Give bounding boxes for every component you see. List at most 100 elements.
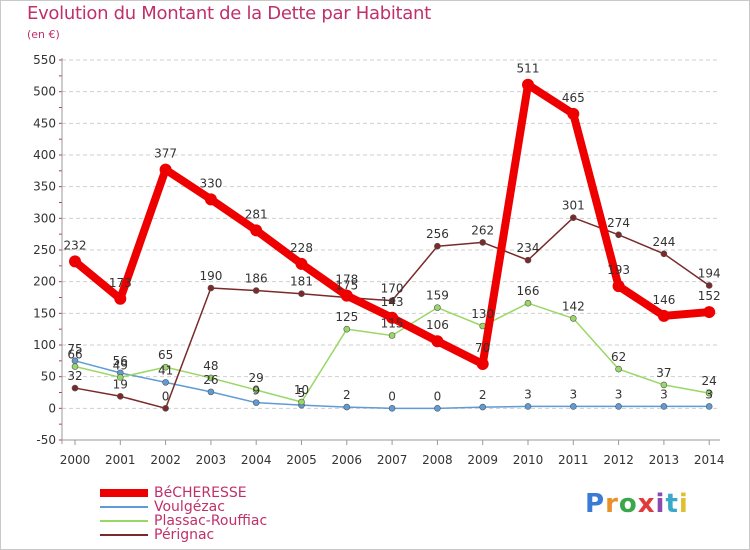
data-point-voulgezac (388, 405, 396, 412)
x-tick-label: 2011 (558, 453, 589, 467)
data-point-perignac (660, 250, 668, 258)
data-labels: 2321733773302812281781431067051146519314… (64, 62, 721, 404)
y-tick-label: 250 (33, 243, 56, 257)
data-point-voulgezac (252, 399, 260, 406)
y-tick-label: 150 (33, 306, 56, 320)
data-label-becheresse: 193 (607, 263, 630, 277)
data-label-plassac-rouffiac: 115 (381, 317, 404, 331)
data-point-voulgezac (615, 403, 622, 410)
data-label-becheresse: 146 (652, 293, 675, 307)
data-point-perignac (479, 239, 487, 246)
data-label-perignac: 181 (290, 275, 313, 289)
y-tick-label: 300 (33, 211, 56, 225)
legend-label-becheresse: BéCHERESSE (154, 485, 247, 501)
data-point-perignac (388, 297, 396, 304)
data-label-voulgezac: 75 (67, 342, 82, 356)
data-label-becheresse: 70 (475, 341, 490, 355)
data-label-voulgezac: 3 (660, 387, 668, 401)
data-point-becheresse (340, 289, 353, 302)
data-point-plassac-rouffiac (434, 304, 441, 311)
data-point-voulgezac (162, 379, 169, 386)
data-point-perignac (569, 214, 577, 221)
data-label-becheresse: 281 (245, 207, 268, 221)
data-point-perignac (252, 287, 260, 294)
logo-letter: x (637, 489, 656, 519)
data-label-perignac: 175 (335, 279, 358, 293)
data-label-becheresse: 228 (290, 241, 313, 255)
data-label-voulgezac: 56 (113, 354, 128, 368)
legend-label-perignac: Pérignac (154, 527, 215, 543)
data-label-perignac: 19 (113, 377, 128, 391)
x-tick-label: 2002 (150, 453, 181, 467)
data-point-plassac-rouffiac (388, 332, 396, 339)
logo-letter: o (618, 489, 638, 519)
data-label-becheresse: 465 (562, 91, 585, 105)
data-label-becheresse: 377 (154, 147, 177, 161)
y-tick-label: 200 (33, 275, 56, 289)
chart-subtitle: (en €) (27, 28, 60, 41)
legend-label-plassac-rouffiac: Plassac-Rouffiac (154, 513, 268, 529)
data-label-becheresse: 178 (335, 273, 358, 287)
y-tick-label: 400 (33, 148, 56, 162)
data-label-becheresse: 152 (698, 289, 721, 303)
x-tick-label: 2013 (649, 453, 680, 467)
data-point-perignac (207, 284, 215, 292)
y-tick-label: -50 (36, 433, 56, 447)
data-point-voulgezac (569, 403, 577, 410)
data-label-voulgezac: 0 (388, 389, 396, 403)
x-tick-label: 2009 (467, 453, 498, 467)
data-label-plassac-rouffiac: 62 (611, 350, 626, 364)
x-tick-label: 2000 (60, 453, 91, 467)
data-label-perignac: 301 (562, 199, 585, 213)
data-label-voulgezac: 3 (615, 387, 623, 401)
data-label-voulgezac: 3 (524, 387, 532, 401)
y-tick-label: 100 (33, 338, 56, 352)
data-label-plassac-rouffiac: 49 (113, 358, 128, 372)
data-label-perignac: 170 (381, 282, 404, 296)
data-label-plassac-rouffiac: 37 (656, 366, 671, 380)
data-label-plassac-rouffiac: 24 (702, 374, 717, 388)
data-label-becheresse: 173 (109, 276, 132, 290)
x-tick-label: 2005 (286, 453, 317, 467)
data-label-voulgezac: 2 (479, 388, 487, 402)
data-label-voulgezac: 5 (298, 386, 306, 400)
data-point-plassac-rouffiac (117, 373, 124, 381)
series-layer (69, 78, 716, 412)
legend-label-voulgezac: Voulgézac (154, 499, 225, 515)
data-label-perignac: 186 (245, 272, 268, 286)
legend-swatch-perignac (100, 534, 148, 536)
y-tick-label: 500 (33, 85, 56, 99)
data-point-plassac-rouffiac (207, 374, 215, 382)
data-point-voulgezac (343, 403, 351, 411)
logo-letter: i (655, 489, 666, 519)
data-point-becheresse (657, 309, 670, 322)
data-label-perignac: 234 (517, 241, 540, 255)
data-point-becheresse (567, 107, 580, 120)
chart-title: Evolution du Montant de la Dette par Hab… (27, 3, 431, 24)
data-label-perignac: 256 (426, 227, 449, 241)
data-label-perignac: 0 (162, 389, 170, 403)
data-point-plassac-rouffiac (705, 389, 713, 397)
data-point-plassac-rouffiac (71, 363, 79, 370)
data-point-perignac (434, 242, 441, 250)
data-point-voulgezac (660, 403, 668, 410)
data-label-voulgezac: 9 (252, 384, 260, 398)
data-point-perignac (117, 392, 124, 400)
data-label-plassac-rouffiac: 66 (67, 348, 82, 362)
data-point-voulgezac (434, 405, 441, 412)
data-point-voulgezac (479, 403, 487, 411)
data-point-voulgezac (705, 403, 713, 410)
x-axis: 2000 2001 2002 2003 2004 2005 2006 2007 2008 2009… (60, 439, 724, 467)
legend-swatch-becheresse (100, 489, 148, 497)
data-label-plassac-rouffiac: 10 (294, 383, 309, 397)
x-tick-label: 2004 (241, 453, 272, 467)
data-label-voulgezac: 26 (203, 373, 218, 387)
data-label-plassac-rouffiac: 29 (249, 371, 264, 385)
y-tick-label: 550 (33, 53, 56, 67)
data-label-plassac-rouffiac: 125 (335, 310, 358, 324)
data-point-perignac (524, 256, 532, 264)
data-point-becheresse (250, 224, 263, 237)
data-point-perignac (615, 231, 622, 239)
x-tick-label: 2003 (196, 453, 227, 467)
data-point-becheresse (522, 78, 534, 91)
